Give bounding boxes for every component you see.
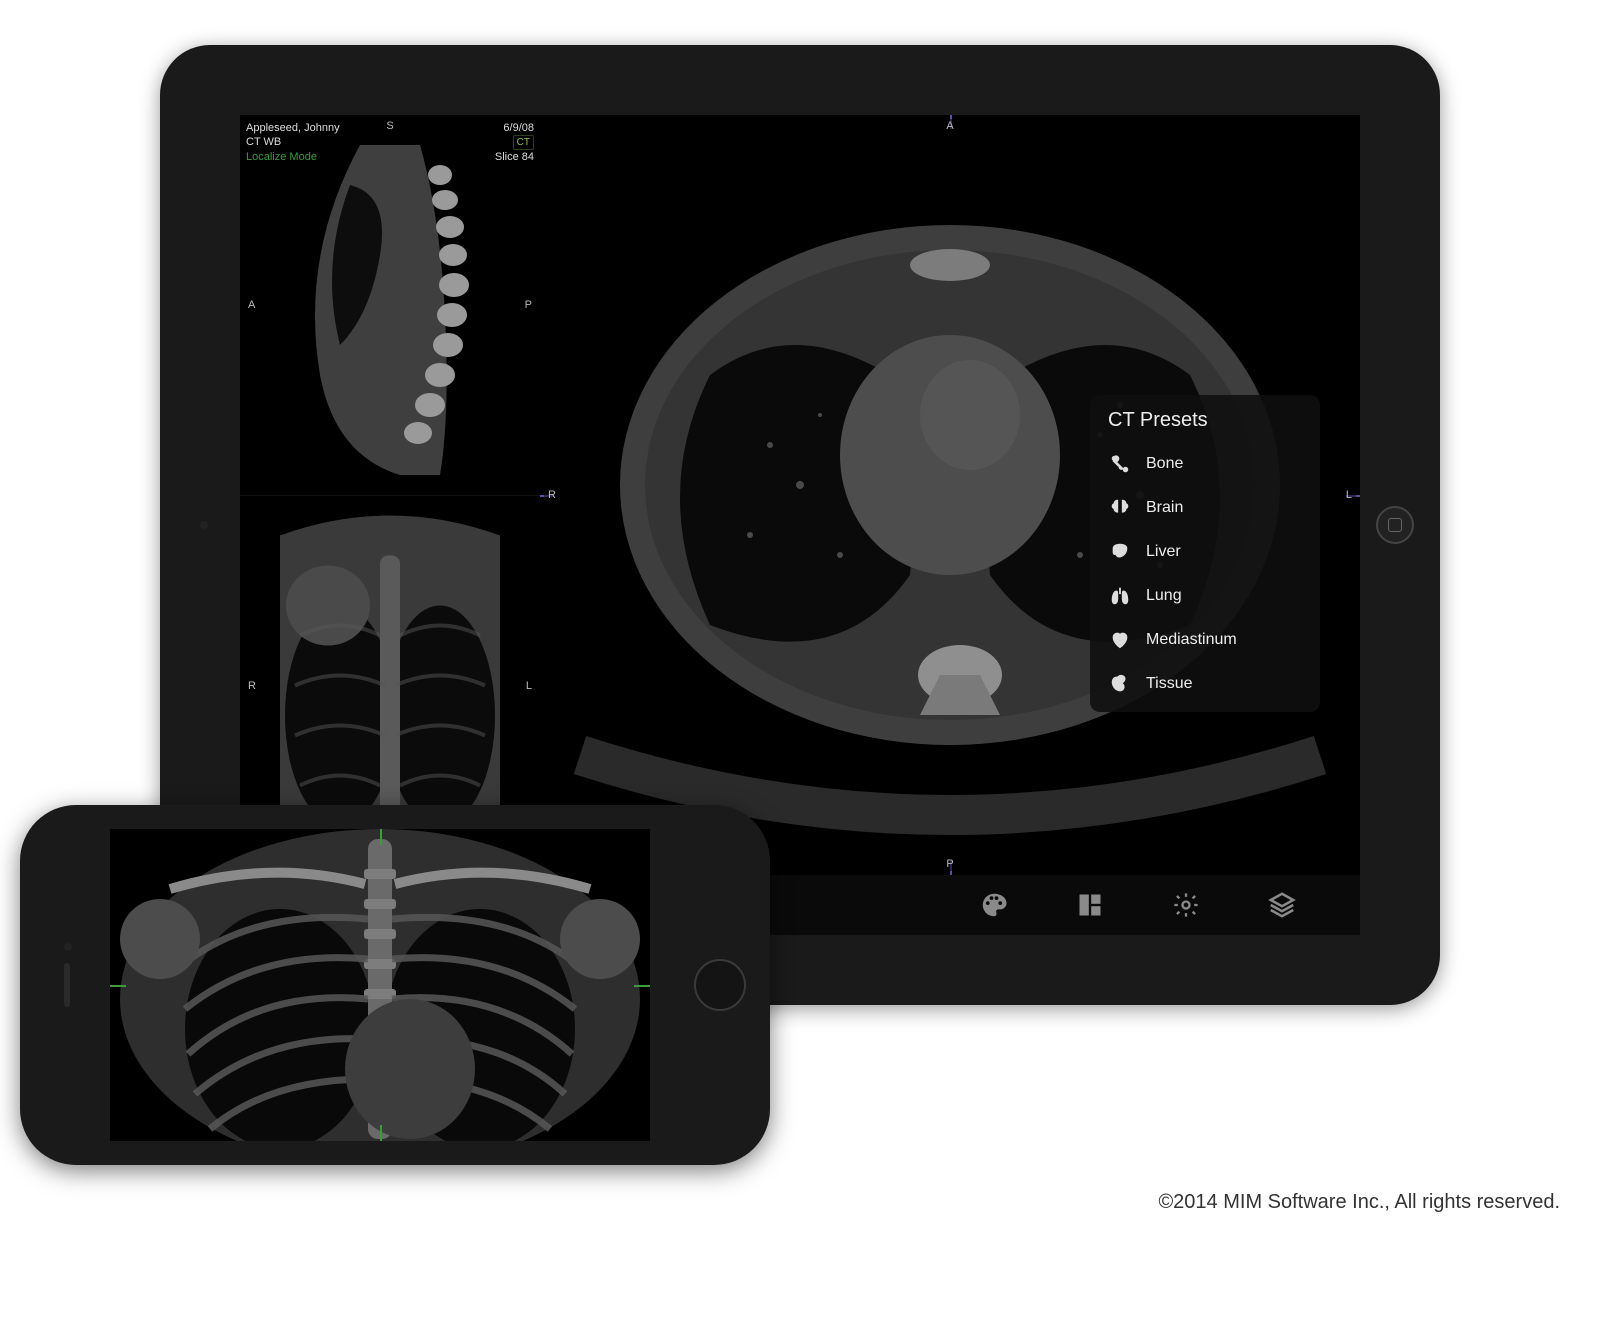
chest-xray-image (110, 829, 650, 1141)
orient-r: R (244, 679, 260, 693)
preset-tissue[interactable]: Tissue (1090, 662, 1320, 706)
preset-label: Liver (1146, 543, 1181, 561)
ct-presets-panel: CT Presets Bone Brain (1090, 395, 1320, 712)
settings-icon[interactable] (1168, 887, 1204, 923)
ct-presets-title: CT Presets (1090, 409, 1320, 442)
crosshair-tick (380, 829, 382, 845)
crosshair-tick (110, 985, 126, 987)
orient-a: A (942, 119, 957, 133)
orient-p: P (521, 298, 536, 312)
ipad-home-button[interactable] (1376, 506, 1414, 544)
tissue-icon (1108, 672, 1132, 696)
study-desc: CT WB (246, 135, 340, 149)
liver-icon (1108, 540, 1132, 564)
left-column: Appleseed, Johnny CT WB Localize Mode 6/… (240, 115, 540, 875)
lung-icon (1108, 584, 1132, 608)
layout-icon[interactable] (1072, 887, 1108, 923)
orient-a: A (244, 298, 259, 312)
iphone-speaker (64, 963, 70, 1007)
preset-lung[interactable]: Lung (1090, 574, 1320, 618)
preset-label: Brain (1146, 499, 1183, 517)
preset-label: Mediastinum (1146, 631, 1237, 649)
modality-badge: CT (513, 135, 534, 150)
orient-s: S (382, 119, 397, 133)
scan-overlay-top-right: 6/9/08 CT Slice 84 (495, 121, 534, 165)
iphone-home-button[interactable] (694, 959, 746, 1011)
axial-pane[interactable]: A P R L CT Presets Bone (540, 115, 1360, 875)
scan-overlay-top-left: Appleseed, Johnny CT WB Localize Mode (246, 121, 340, 164)
crosshair-tick (380, 1125, 382, 1141)
orient-l: L (1342, 488, 1356, 502)
iphone-device (20, 805, 770, 1165)
sagittal-pane[interactable]: Appleseed, Johnny CT WB Localize Mode 6/… (240, 115, 540, 495)
orient-l: L (522, 679, 536, 693)
copyright-text: ©2014 MIM Software Inc., All rights rese… (1158, 1191, 1560, 1214)
slice-number: Slice 84 (495, 150, 534, 164)
heart-icon (1108, 628, 1132, 652)
ipad-camera (200, 521, 208, 529)
crosshair-tick (634, 985, 650, 987)
patient-name: Appleseed, Johnny (246, 121, 340, 135)
iphone-camera (64, 943, 72, 951)
preset-mediastinum[interactable]: Mediastinum (1090, 618, 1320, 662)
scan-date: 6/9/08 (495, 121, 534, 135)
orient-r: R (544, 488, 560, 502)
brain-icon (1108, 496, 1132, 520)
preset-label: Tissue (1146, 675, 1193, 693)
preset-label: Bone (1146, 455, 1183, 473)
preset-brain[interactable]: Brain (1090, 486, 1320, 530)
preset-liver[interactable]: Liver (1090, 530, 1320, 574)
orient-p: P (942, 857, 957, 871)
preset-label: Lung (1146, 587, 1182, 605)
palette-icon[interactable] (976, 887, 1012, 923)
sagittal-scan-image (240, 115, 540, 495)
iphone-screen[interactable] (110, 829, 650, 1141)
bone-icon (1108, 452, 1132, 476)
mode-label: Localize Mode (246, 150, 340, 164)
layers-icon[interactable] (1264, 887, 1300, 923)
preset-bone[interactable]: Bone (1090, 442, 1320, 486)
